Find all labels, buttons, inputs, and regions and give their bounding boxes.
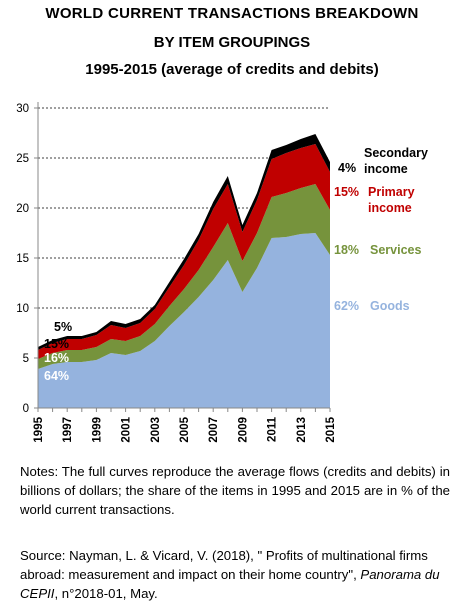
chart-title-line-2: BY ITEM GROUPINGS [153, 34, 311, 51]
series-name-label: Services [370, 243, 421, 257]
area-primary-income [38, 144, 330, 359]
series-name-label: Secondary [364, 146, 428, 160]
source-main-text: Source: Nayman, L. & Vicard, V. (2018), … [20, 548, 428, 582]
share-1995-label: 64% [44, 369, 69, 383]
x-tick-label: 2003 [150, 417, 162, 443]
share-2015-pct: 18% [334, 243, 359, 257]
x-tick-label: 2015 [325, 416, 337, 442]
chart-subtitle: 1995-2015 (average of credits and debits… [85, 61, 379, 78]
share-1995-label: 16% [44, 351, 69, 365]
stacked-area-chart: 0 5 10 15 20 25 30 1995 1997 1999 2001 2003 2005 2007… [16, 102, 428, 443]
share-1995-label: 15% [44, 337, 69, 351]
area-services [38, 184, 330, 369]
x-tick-label: 2009 [237, 417, 249, 443]
source-citation: Source: Nayman, L. & Vicard, V. (2018), … [20, 546, 460, 603]
y-tick-label: 20 [16, 203, 29, 215]
share-2015-pct: 4% [338, 161, 356, 175]
series-name-label: Goods [370, 299, 410, 313]
plot-areas [38, 134, 330, 408]
share-2015-pct: 62% [334, 299, 359, 313]
x-tick-label: 2013 [296, 417, 308, 443]
y-tick-label: 30 [16, 103, 29, 115]
series-name-label: Primary [368, 185, 415, 199]
chart-title-line-1: WORLD CURRENT TRANSACTIONS BREAKDOWN [45, 5, 419, 22]
x-tick-label: 2005 [179, 416, 191, 442]
y-tick-label: 15 [16, 253, 29, 265]
x-tick-label: 2007 [208, 417, 220, 443]
y-tick-label: 25 [16, 153, 29, 165]
x-tick-label: 2001 [121, 416, 133, 442]
source-journal: Panorama du CEPII [20, 567, 440, 601]
x-tick-label: 1997 [62, 417, 74, 443]
area-goods [38, 233, 330, 408]
share-2015-pct: 15% [334, 185, 359, 199]
y-tick-label: 10 [16, 303, 29, 315]
y-tick-label: 0 [23, 403, 29, 415]
axes: 0 5 10 15 20 25 30 1995 1997 1999 2001 2003 2005 2007… [16, 102, 337, 443]
y-tick-label: 5 [23, 353, 29, 365]
series-name-label: income [368, 201, 412, 215]
x-tick-label: 2011 [267, 416, 279, 442]
share-1995-label: 5% [54, 320, 72, 334]
source-tail: , n°2018-01, May. [54, 586, 158, 601]
chart-notes: Notes: The full curves reproduce the ave… [20, 464, 450, 517]
series-name-label: income [364, 162, 408, 176]
x-tick-label: 1995 [33, 416, 45, 442]
x-tick-label: 1999 [91, 417, 103, 443]
